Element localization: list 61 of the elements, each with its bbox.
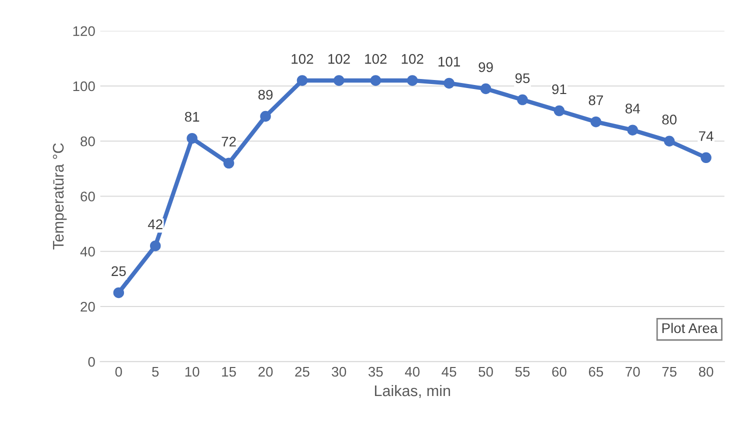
y-axis-title: Temperatūra °C: [52, 143, 67, 250]
data-label: 102: [402, 54, 424, 64]
x-tick-label: 30: [332, 366, 346, 377]
data-label: 42: [148, 219, 162, 230]
data-label: 80: [662, 114, 677, 124]
point: [664, 136, 675, 146]
x-tick-label: 15: [222, 366, 236, 377]
x-tick-label: 75: [662, 366, 676, 377]
point: [590, 116, 602, 128]
y-tick-label: 80: [80, 136, 95, 146]
point: [260, 110, 271, 122]
data-label: 25: [112, 266, 126, 276]
x-tick-label: 20: [258, 366, 273, 377]
data-label: 84: [626, 104, 640, 114]
y-tick-label: 60: [80, 192, 95, 202]
y-tick-label: 100: [73, 81, 95, 92]
x-tick-label: 40: [404, 366, 420, 377]
point: [186, 132, 198, 144]
point: [296, 75, 308, 86]
point: [554, 105, 565, 116]
x-tick-label: 10: [185, 366, 200, 377]
data-label: 95: [515, 73, 530, 84]
x-tick-label: 55: [515, 366, 530, 377]
y-tick-label: 20: [80, 302, 95, 312]
point: [700, 152, 712, 164]
x-tick-label: 65: [588, 366, 604, 377]
y-tick-label: 0: [88, 356, 95, 367]
x-tick-label: 5: [152, 366, 159, 377]
point: [113, 287, 124, 298]
point: [480, 83, 492, 94]
point: [150, 240, 161, 252]
x-tick-label: 70: [626, 366, 640, 377]
data-label: 89: [258, 90, 273, 100]
x-tick-label: 80: [698, 366, 714, 377]
y-tick-label: 120: [73, 26, 95, 36]
data-label: 99: [478, 62, 493, 72]
data-label: 72: [222, 136, 236, 146]
data-label: 74: [699, 131, 714, 141]
annotation: Plot Area: [662, 322, 718, 334]
point: [223, 158, 234, 169]
point: [627, 124, 638, 136]
data-label: 102: [328, 54, 350, 64]
data-label: 101: [438, 56, 460, 67]
x-tick-label: 0: [115, 366, 122, 377]
point: [406, 75, 418, 86]
y-tick-label: 40: [80, 246, 95, 257]
data-label: 102: [365, 54, 387, 64]
x-tick-label: 50: [478, 366, 493, 377]
x-tick-label: 45: [442, 366, 456, 377]
data-label: 81: [184, 112, 200, 122]
data-label: 102: [292, 54, 314, 64]
x-tick-label: 25: [295, 366, 310, 377]
data-label: 91: [552, 84, 566, 94]
data-label: 87: [588, 95, 603, 106]
point: [370, 75, 382, 86]
x-tick-label: 60: [552, 366, 566, 377]
point: [517, 94, 528, 106]
x-axis-title: Laikas, min: [374, 384, 450, 398]
point: [334, 75, 344, 86]
x-tick-label: 35: [368, 366, 383, 377]
point: [444, 78, 454, 89]
